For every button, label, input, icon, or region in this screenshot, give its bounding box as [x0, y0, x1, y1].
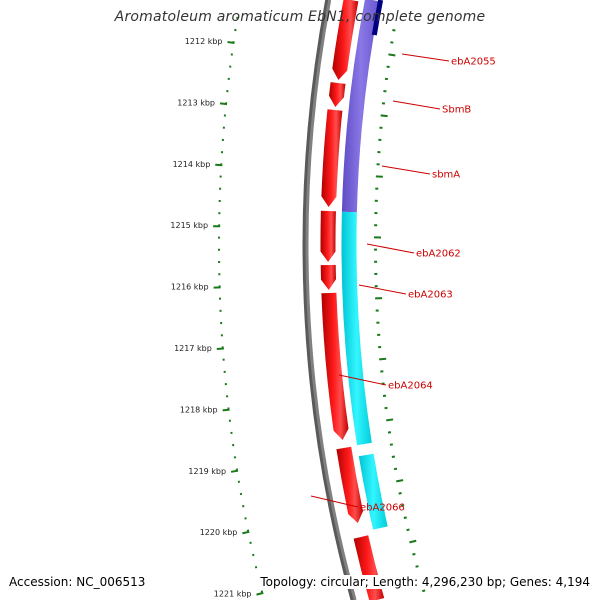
kbp-label: 1215 kbp [170, 221, 208, 230]
outer-tick [393, 467, 398, 471]
label-leader [381, 165, 431, 175]
gene-label: SbmB [442, 105, 471, 116]
accession-text: Accession: NC_006513 [9, 575, 149, 589]
label-leader [392, 100, 441, 110]
gene-label: ebA2063 [408, 290, 453, 301]
topology-text: Topology: circular; Length: 4,296,230 bp… [257, 575, 590, 589]
map-title: Aromatoleum aromaticum EbN1, complete ge… [114, 9, 486, 25]
major-tick [256, 591, 264, 596]
label-leader [310, 495, 359, 508]
label-leader [338, 374, 387, 386]
kbp-label: 1217 kbp [174, 344, 212, 353]
outer-tick [386, 418, 394, 422]
label-leader [358, 284, 407, 295]
cds-gene [332, 0, 359, 80]
outer-tick [406, 528, 410, 532]
outer-tick [421, 589, 426, 593]
outer-tick [403, 516, 407, 519]
cds-gene [321, 292, 349, 440]
major-tick [219, 102, 228, 106]
cds-gene [321, 109, 343, 207]
kbp-label: 1213 kbp [177, 98, 215, 107]
cds-gene [320, 264, 336, 290]
kbp-label: 1220 kbp [200, 528, 238, 537]
operon-navy [371, 0, 384, 36]
ruler-labels: 1212 kbp 1213 kbp 1214 kbp 1215 kbp 1216 kbp… [170, 37, 251, 599]
major-tick [230, 469, 239, 473]
kbp-label: 1221 kbp [214, 590, 252, 599]
backbone-arc [305, 0, 357, 600]
operon-cyan-2 [358, 453, 388, 530]
backbone-arc-shadow [302, 0, 356, 600]
gene-label: ebA2064 [388, 381, 433, 392]
cds-gene [320, 210, 336, 262]
outer-tick [392, 29, 396, 32]
kbp-label: 1216 kbp [171, 283, 209, 292]
kbp-label: 1219 kbp [188, 467, 226, 476]
major-tick [216, 347, 224, 351]
outer-tick [412, 552, 416, 556]
gene-label: ebA2055 [451, 57, 496, 68]
gene-label-lines [310, 53, 450, 508]
major-tick [227, 41, 235, 44]
gene-label: sbmA [432, 170, 460, 181]
ruler-ticks [213, 16, 426, 596]
outer-tick [398, 492, 402, 495]
operon-track [341, 0, 388, 530]
kbp-label: 1212 kbp [185, 37, 223, 46]
cds-gene [353, 535, 385, 600]
major-tick [222, 408, 230, 412]
gene-label: ebA2062 [416, 249, 461, 260]
label-leader [401, 53, 450, 62]
cds-gene [329, 82, 346, 107]
kbp-label: 1214 kbp [173, 160, 211, 169]
outer-tick [396, 479, 404, 483]
cds-gene [336, 446, 363, 523]
outer-tick [388, 53, 396, 57]
outer-tick [400, 504, 405, 507]
genome-backbone [302, 0, 357, 600]
outer-tick [409, 539, 417, 544]
label-leader [366, 243, 415, 254]
kbp-label: 1218 kbp [180, 405, 218, 414]
outer-tick [379, 357, 387, 361]
cds-track [320, 0, 385, 600]
outer-tick [391, 455, 396, 458]
operon-cyan-1 [341, 211, 372, 446]
outer-tick [380, 114, 388, 118]
major-tick [242, 530, 250, 535]
outer-tick [415, 565, 419, 568]
gene-labels: ebA2055 SbmB sbmA ebA2062 ebA2063 ebA2064 ebA2… [360, 57, 496, 514]
gene-label: ebA2066 [360, 503, 405, 514]
operon-purple [341, 0, 380, 213]
